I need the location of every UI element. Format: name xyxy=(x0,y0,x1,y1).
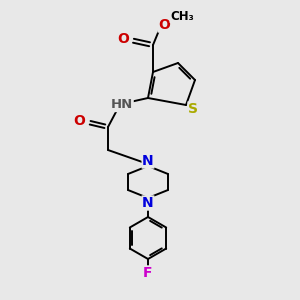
Text: O: O xyxy=(158,18,170,32)
Text: CH₃: CH₃ xyxy=(170,10,194,22)
Text: F: F xyxy=(143,266,153,280)
Text: N: N xyxy=(142,154,154,168)
Text: S: S xyxy=(188,102,198,116)
Text: HN: HN xyxy=(111,98,133,112)
Text: O: O xyxy=(117,32,129,46)
Text: O: O xyxy=(73,114,85,128)
Text: N: N xyxy=(142,196,154,210)
